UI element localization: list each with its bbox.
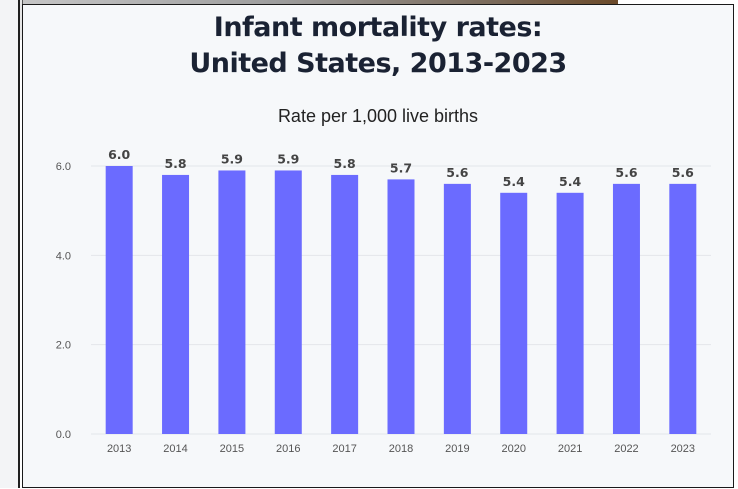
data-label: 5.4 xyxy=(503,174,525,189)
data-label: 5.6 xyxy=(615,165,637,180)
y-tick-label: 6.0 xyxy=(56,161,71,173)
bar xyxy=(556,192,584,434)
bar xyxy=(500,192,528,434)
data-label: 6.0 xyxy=(108,147,130,162)
x-tick-label: 2022 xyxy=(614,443,638,455)
data-label: 5.4 xyxy=(559,174,581,189)
bar xyxy=(669,183,697,434)
bar xyxy=(162,174,190,434)
x-tick-label: 2015 xyxy=(220,443,244,455)
bar xyxy=(387,179,415,434)
bar xyxy=(331,174,359,434)
chart-title-line-1: Infant mortality rates: xyxy=(213,12,543,43)
x-tick-label: 2021 xyxy=(558,443,582,455)
x-tick-label: 2016 xyxy=(276,443,300,455)
bar xyxy=(612,183,640,434)
bar xyxy=(218,170,246,434)
x-tick-label: 2013 xyxy=(107,443,131,455)
chart-subtitle: Rate per 1,000 live births xyxy=(277,106,479,126)
x-tick-label: 2023 xyxy=(671,443,695,455)
data-label: 5.8 xyxy=(164,156,186,171)
bar xyxy=(274,170,302,434)
background-sidebar-edge xyxy=(0,0,20,488)
x-tick-label: 2014 xyxy=(163,443,187,455)
x-tick-label: 2020 xyxy=(501,443,525,455)
x-tick-label: 2019 xyxy=(445,443,469,455)
bar xyxy=(443,183,471,434)
y-tick-label: 2.0 xyxy=(56,340,71,352)
chart-title-line-2: United States, 2013-2023 xyxy=(189,48,567,79)
y-tick-label: 4.0 xyxy=(56,250,71,262)
chart-panel: Infant mortality rates: United States, 2… xyxy=(22,4,734,488)
x-tick-label: 2018 xyxy=(389,443,413,455)
data-label: 5.7 xyxy=(390,160,412,175)
y-tick-label: 0.0 xyxy=(56,429,71,441)
bar xyxy=(105,166,133,434)
data-label: 5.6 xyxy=(672,165,694,180)
data-label: 5.8 xyxy=(334,156,356,171)
data-label: 5.6 xyxy=(446,165,468,180)
data-label: 5.9 xyxy=(221,151,243,166)
x-tick-label: 2017 xyxy=(332,443,356,455)
bar-chart: 0.0 2.0 4.0 6.0 6.0 2013 5.8 2014 5.9 2015 5.9 2016… xyxy=(56,147,711,455)
data-label: 5.9 xyxy=(277,151,299,166)
